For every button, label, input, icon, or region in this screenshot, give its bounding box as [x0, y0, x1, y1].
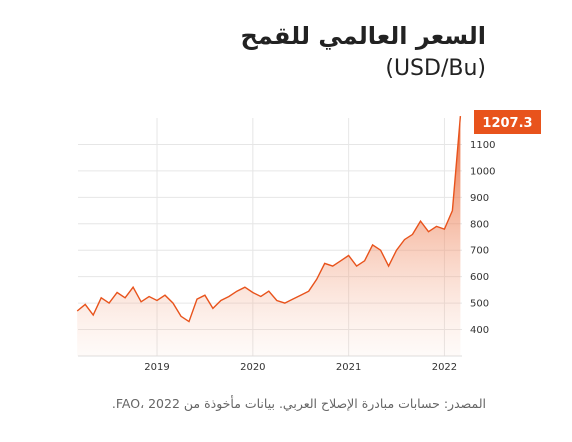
last-value-badge: 1207.3	[474, 110, 541, 134]
price-area	[77, 116, 461, 356]
y-tick-label: 400	[470, 325, 489, 336]
x-axis: 2019 2020 2021 2022	[144, 362, 457, 373]
x-tick-label: 2021	[336, 362, 361, 373]
y-tick-label: 500	[470, 299, 489, 310]
last-value-label: 1207.3	[482, 116, 532, 131]
source-note: المصدر: حسابات مبادرة الإصلاح العربي. بي…	[111, 396, 486, 411]
y-tick-label: 1100	[470, 140, 495, 151]
chart-title: السعر العالمي للقمح	[240, 22, 487, 50]
y-tick-label: 800	[470, 219, 489, 230]
price-line	[76, 116, 462, 323]
y-tick-label: 600	[470, 272, 489, 283]
x-tick-label: 2020	[240, 362, 265, 373]
y-tick-label: 900	[470, 193, 489, 204]
x-tick-label: 2022	[432, 362, 457, 373]
y-tick-label: 700	[470, 246, 489, 257]
y-axis: 400 500 600 700 800 900 1000 1100	[470, 140, 495, 336]
chart-subtitle: (USD/Bu)	[385, 56, 486, 81]
y-tick-label: 1000	[470, 166, 495, 177]
x-tick-label: 2019	[144, 362, 169, 373]
